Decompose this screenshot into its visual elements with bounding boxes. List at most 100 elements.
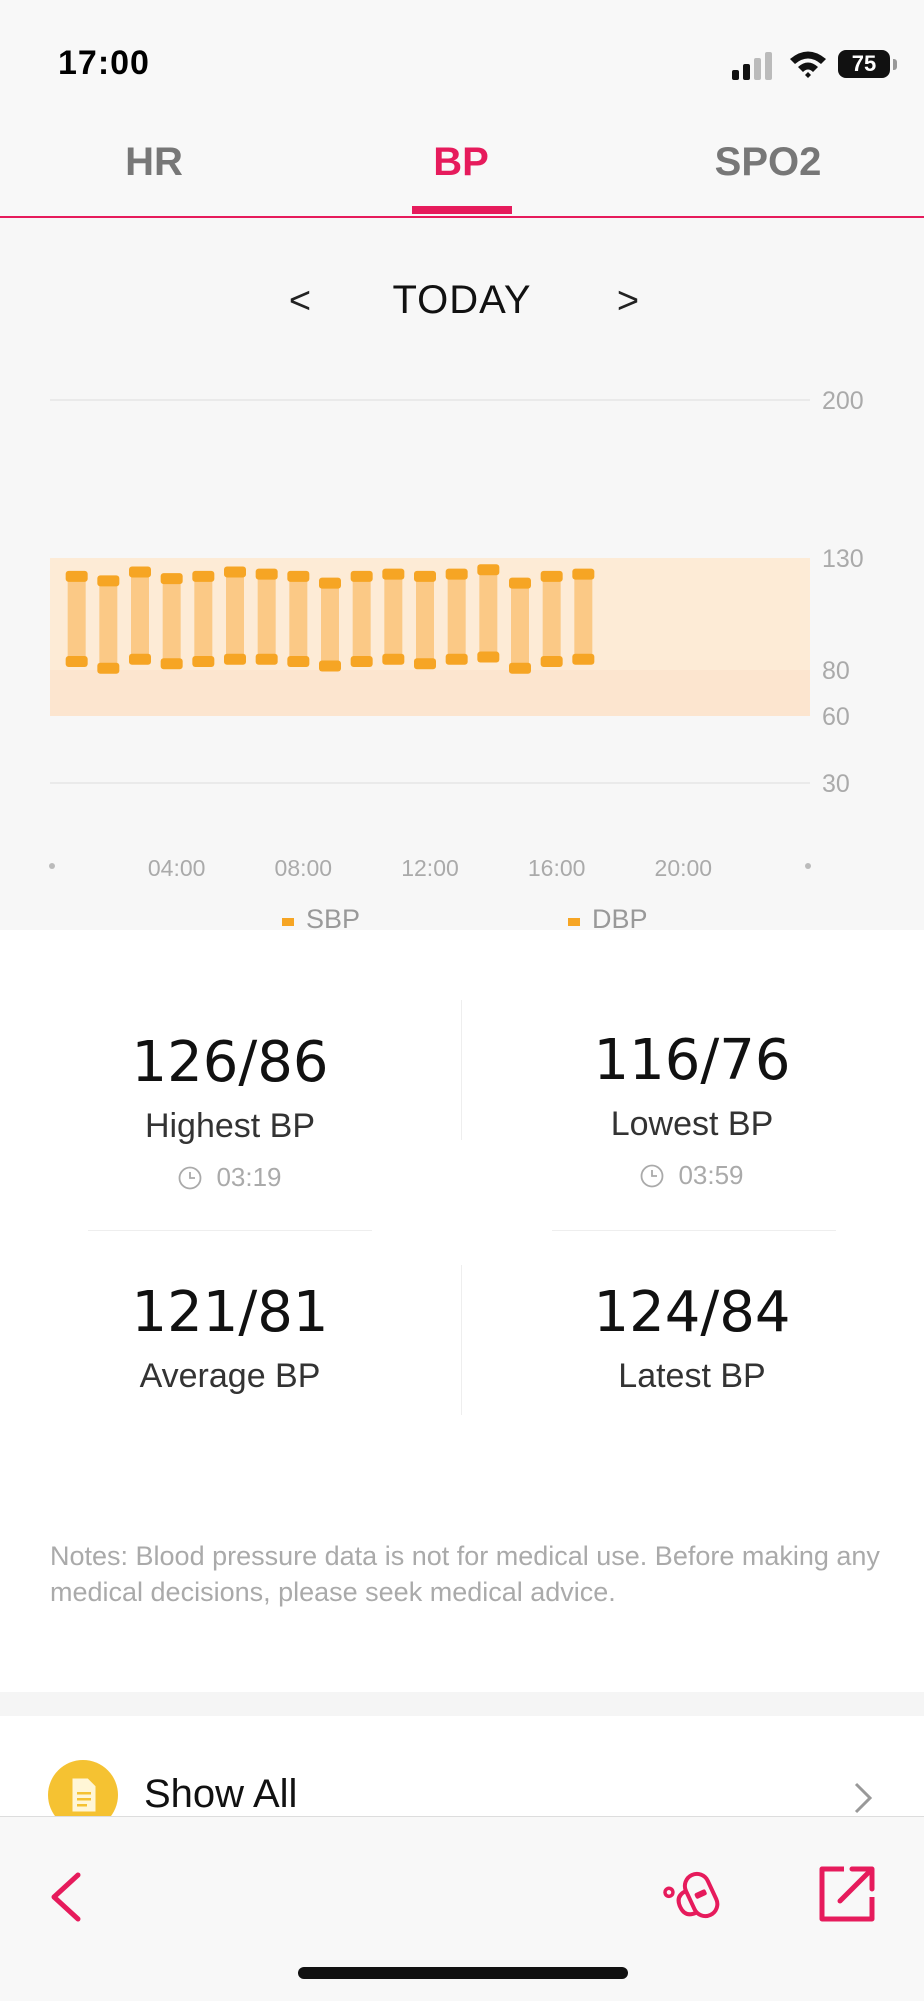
y-tick-label: 130: [822, 545, 864, 573]
device-icon[interactable]: [660, 1865, 734, 1931]
stat-time-text: 03:19: [216, 1162, 282, 1192]
dbp-marker: [129, 653, 151, 665]
dbp-marker: [65, 656, 88, 668]
date-nav: < TODAY >: [0, 278, 924, 338]
dbp-marker: [255, 653, 278, 665]
bp-range-bar: [67, 575, 86, 662]
bp-range-bar: [257, 573, 276, 659]
share-icon[interactable]: [816, 1863, 878, 1925]
normal-range-band: [50, 670, 810, 716]
tab-bar: HR BP SPO2: [0, 110, 924, 218]
y-tick-label: 80: [822, 657, 850, 685]
sbp-marker: [477, 564, 500, 576]
wifi-icon: [790, 51, 826, 78]
sbp-marker: [97, 575, 120, 587]
clock-icon: [179, 1166, 202, 1190]
legend-swatch: [568, 918, 580, 926]
x-axis-start-dot: [49, 863, 55, 869]
bp-range-bar: [194, 575, 213, 662]
chevron-right-icon: [854, 1782, 873, 1814]
divider: [552, 1230, 836, 1231]
bp-range-bar: [479, 569, 498, 657]
status-time: 17:00: [58, 44, 150, 82]
sbp-marker: [509, 577, 531, 589]
x-tick-label: 16:00: [528, 855, 586, 881]
home-indicator: [298, 1967, 628, 1979]
sbp-marker: [350, 570, 373, 582]
sbp-marker: [287, 570, 310, 582]
status-bar: 17:00 75: [0, 0, 924, 110]
bp-range-bar: [162, 578, 181, 664]
chart-panel: < TODAY > 200 130 80 60 30 04:00 08:00 12:00 16:…: [0, 218, 924, 934]
dbp-marker: [160, 658, 183, 670]
sbp-marker: [224, 566, 246, 578]
stat-time: 03:19: [20, 1162, 440, 1193]
bp-range-bar: [99, 580, 118, 668]
stat-value: 121/81: [131, 1280, 329, 1345]
stat-label: Latest BP: [618, 1357, 766, 1395]
stats-section: 126/86 Highest BP 03:19 116/76 Lowest BP…: [0, 930, 924, 1690]
dbp-marker: [350, 656, 373, 668]
tab-spo2[interactable]: SPO2: [714, 140, 822, 184]
sbp-marker: [255, 568, 278, 580]
back-icon[interactable]: [44, 1869, 88, 1925]
bp-range-bar: [416, 575, 434, 664]
legend-label: SBP: [306, 904, 360, 934]
battery-level: 75: [851, 51, 877, 76]
stat-label: Average BP: [139, 1357, 321, 1395]
bp-range-bar: [542, 575, 561, 662]
sbp-marker: [65, 570, 88, 582]
active-tab-indicator: [412, 206, 512, 214]
stat-average-bp: 121/81 Average BP: [20, 1280, 440, 1396]
tab-bp[interactable]: BP: [433, 140, 489, 184]
sbp-marker: [160, 573, 183, 585]
sbp-marker: [540, 570, 563, 582]
notes-text: Notes: Blood pressure data is not for me…: [50, 1541, 880, 1607]
y-tick-label: 30: [822, 770, 850, 798]
tab-hr[interactable]: HR: [125, 140, 183, 184]
stat-time-text: 03:59: [678, 1160, 744, 1190]
dbp-marker: [445, 653, 468, 665]
sbp-marker: [414, 570, 436, 582]
dbp-marker: [509, 662, 531, 674]
x-tick-label: 20:00: [655, 855, 713, 881]
bp-range-bar: [131, 571, 149, 659]
x-axis-end-dot: [805, 863, 811, 869]
sbp-marker: [382, 568, 405, 580]
divider: [461, 1265, 462, 1415]
stat-label: Highest BP: [144, 1107, 316, 1145]
stat-value: 126/86: [131, 1030, 329, 1095]
stat-highest-bp: 126/86 Highest BP 03:19: [20, 1030, 440, 1193]
bp-chart: 200 130 80 60 30 04:00 08:00 12:00 16:00 20:00 SBP…: [49, 387, 864, 934]
stat-time: 03:59: [482, 1160, 902, 1191]
next-day-button[interactable]: >: [616, 280, 640, 322]
legend-label: DBP: [592, 904, 648, 934]
dbp-marker: [540, 656, 563, 668]
stat-latest-bp: 124/84 Latest BP: [482, 1280, 902, 1396]
dbp-marker: [414, 658, 436, 670]
battery-icon: 75: [838, 50, 900, 80]
dbp-marker: [192, 656, 215, 668]
dbp-marker: [319, 660, 341, 672]
bp-range-bar: [574, 573, 593, 659]
sbp-marker: [129, 566, 151, 578]
section-gap: [0, 1692, 924, 1716]
prev-day-button[interactable]: <: [288, 280, 312, 322]
dbp-marker: [382, 653, 405, 665]
x-tick-label: 04:00: [148, 855, 206, 881]
bp-range-bar: [511, 582, 529, 668]
dbp-marker: [97, 662, 120, 674]
stat-value: 116/76: [593, 1028, 791, 1093]
x-tick-label: 08:00: [275, 855, 333, 881]
dbp-marker: [477, 651, 500, 663]
show-all-row[interactable]: Show All: [0, 1716, 924, 1830]
bp-range-bar: [384, 573, 403, 659]
sbp-marker: [572, 568, 595, 580]
divider: [88, 1230, 372, 1231]
dbp-marker: [572, 653, 595, 665]
sbp-marker: [192, 570, 215, 582]
stat-value: 124/84: [593, 1280, 791, 1345]
sbp-marker: [319, 577, 341, 589]
date-label: TODAY: [392, 278, 532, 322]
signal-icon: [732, 52, 772, 80]
